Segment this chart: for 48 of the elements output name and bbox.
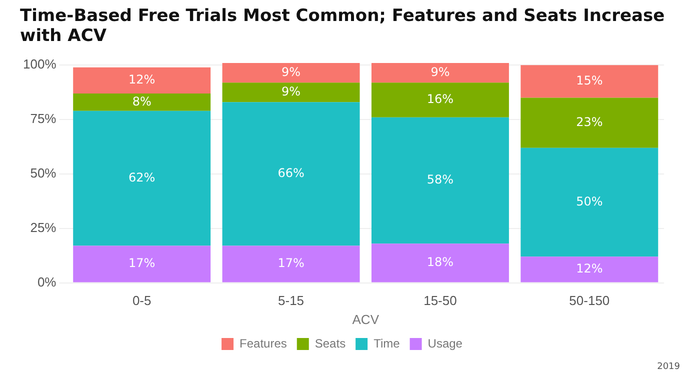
bar — [520, 65, 658, 98]
data-label: 58% — [426, 172, 454, 187]
bar — [371, 244, 509, 282]
x-tick-label: 50-150 — [569, 293, 610, 308]
data-label: 62% — [128, 170, 156, 184]
data-label: 23% — [576, 114, 603, 129]
bar — [73, 67, 211, 94]
data-label: 9% — [430, 64, 450, 79]
data-label: 8% — [132, 94, 152, 108]
bar — [73, 110, 211, 246]
bar — [371, 117, 509, 244]
data-label: 66% — [278, 166, 304, 180]
data-label: 15% — [576, 74, 603, 88]
bar — [73, 93, 211, 111]
y-tick-label: 100% — [23, 56, 57, 72]
bar — [371, 62, 509, 83]
y-tick-label: 25% — [30, 220, 57, 235]
bar — [520, 98, 658, 148]
legend-label: Time — [374, 336, 400, 350]
bar — [222, 82, 360, 102]
data-label: 50% — [576, 194, 603, 208]
x-axis-title: ACV — [352, 312, 380, 327]
bar — [73, 246, 211, 282]
data-label: 12% — [128, 72, 156, 87]
bar — [222, 102, 360, 246]
bar — [222, 246, 360, 282]
data-label: 17% — [128, 256, 156, 270]
legend-label: Features — [240, 336, 287, 350]
x-tick-label: 0-5 — [132, 293, 152, 308]
legend-label: Usage — [428, 336, 463, 350]
chart-title: Time-Based Free Trials Most Common; Features and Seats Increase with ACV — [20, 6, 666, 46]
x-tick-label: 5-15 — [278, 293, 304, 308]
text: 2019 — [657, 362, 680, 372]
data-label: 17% — [278, 256, 304, 270]
bar — [520, 256, 658, 282]
bar — [520, 148, 658, 257]
y-tick-label: 50% — [30, 166, 57, 181]
x-tick-label: 15-50 — [424, 293, 457, 308]
data-label: 16% — [426, 92, 454, 106]
bar — [371, 82, 509, 118]
data-label: 9% — [282, 64, 301, 79]
legend-label: Seats — [314, 336, 346, 350]
data-label: 12% — [576, 262, 603, 276]
data-label: 9% — [282, 84, 301, 98]
bar — [222, 62, 360, 83]
y-tick-label: 75% — [30, 111, 57, 126]
data-label: 18% — [426, 255, 454, 270]
y-tick-label: 0% — [37, 274, 57, 290]
